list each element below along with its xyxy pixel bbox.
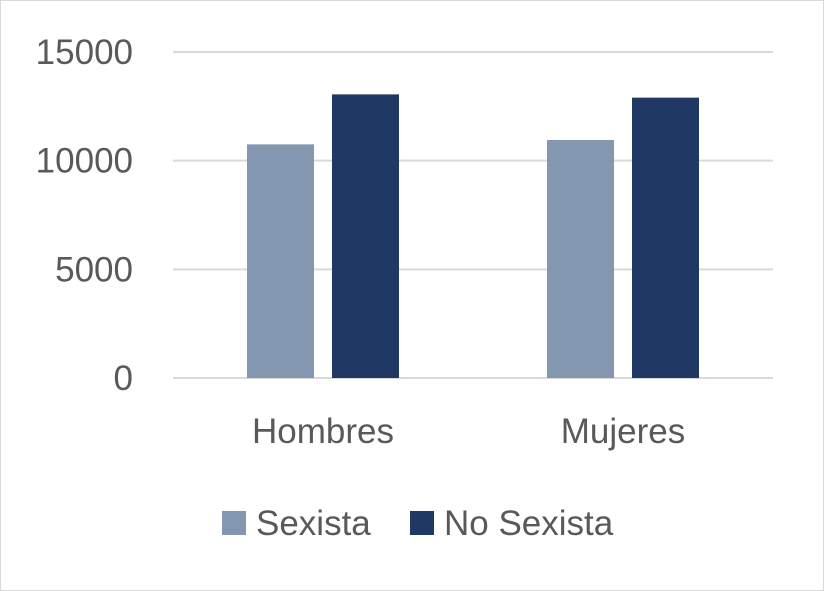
bar-no-sexista-hombres xyxy=(332,94,399,378)
x-axis-categories: Hombres Mujeres xyxy=(252,412,685,451)
legend-label: No Sexista xyxy=(444,504,614,543)
legend: Sexista No Sexista xyxy=(222,504,614,543)
y-tick-label: 10000 xyxy=(36,142,133,181)
y-tick-label: 0 xyxy=(114,359,133,398)
y-axis-ticks: 0 5000 10000 15000 xyxy=(36,33,133,398)
legend-swatch xyxy=(222,511,246,535)
bar-sexista-hombres xyxy=(247,144,314,378)
bar-no-sexista-mujeres xyxy=(632,97,699,378)
bar-sexista-mujeres xyxy=(547,140,614,378)
x-category-label: Mujeres xyxy=(561,412,685,451)
legend-label: Sexista xyxy=(256,504,371,543)
bars xyxy=(247,94,699,378)
y-tick-label: 5000 xyxy=(55,250,133,289)
legend-swatch xyxy=(410,511,434,535)
y-tick-label: 15000 xyxy=(36,33,133,72)
x-category-label: Hombres xyxy=(252,412,394,451)
